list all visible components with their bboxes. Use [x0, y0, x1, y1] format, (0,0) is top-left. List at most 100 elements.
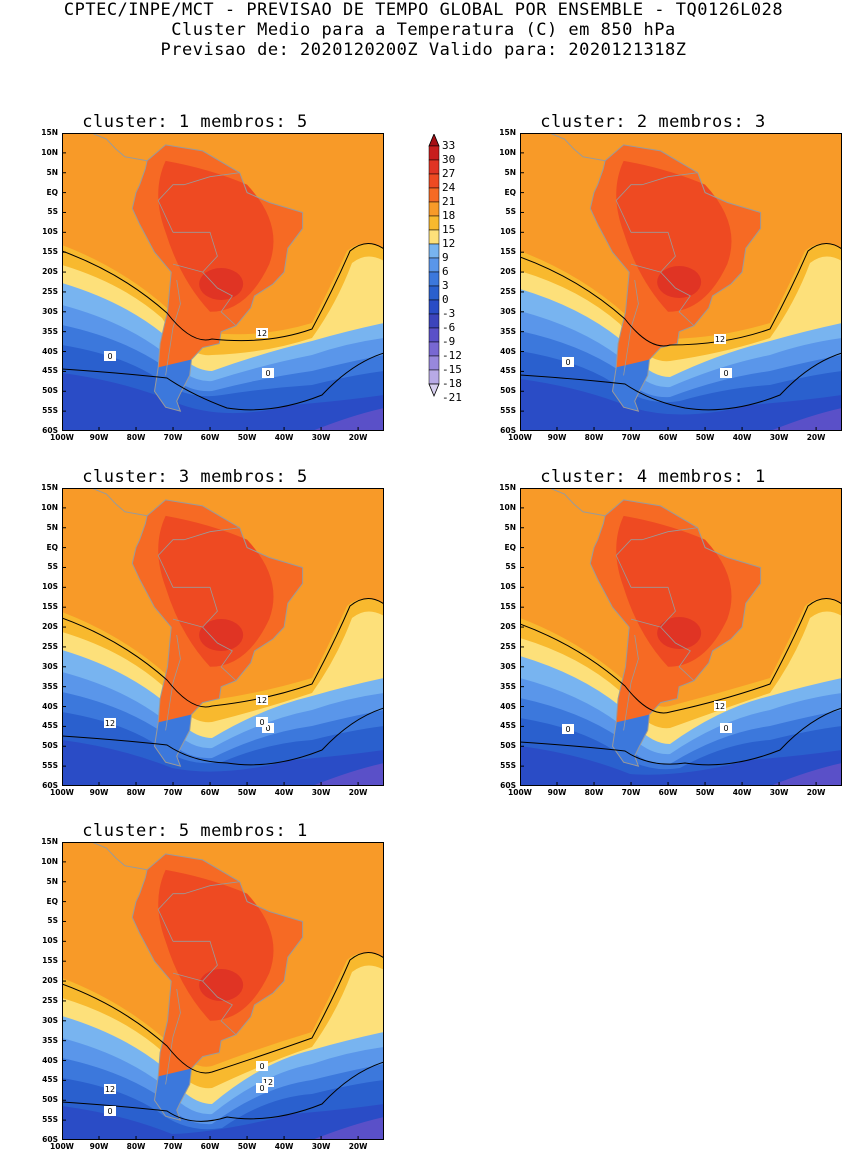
country-border: [165, 988, 181, 1085]
lat-tick-label: 10S: [500, 582, 516, 592]
lat-tick-label: 25S: [42, 286, 58, 296]
land-24-27: [158, 160, 274, 312]
lon-tick-label: 90W: [547, 788, 567, 797]
colorbar-level-label: -12: [442, 349, 462, 362]
lat-tick-label: 35S: [500, 681, 516, 691]
coastline-central-america: [84, 133, 148, 162]
field-minus3-0: [62, 1104, 384, 1140]
lat-tick-label: 45S: [42, 721, 58, 731]
field-minus3-0: [62, 373, 384, 431]
land-27-30: [199, 619, 244, 652]
coastline: [589, 144, 762, 412]
lat-tick-label: 5N: [46, 167, 59, 177]
lat-tick-label: 10S: [42, 582, 58, 592]
colorbar-bottom-arrow: [428, 383, 440, 398]
lon-tick-label: 90W: [89, 788, 109, 797]
country-border: [157, 881, 240, 942]
land-27-30: [657, 266, 702, 298]
map-panel-cluster-4: cluster: 4 membros: 1 15N 10N 5N EQ 5S 10S 15S 2…: [458, 467, 847, 807]
colorbar-swatch: [428, 159, 440, 175]
country-border: [165, 634, 181, 731]
svg-text:12: 12: [105, 719, 115, 728]
contour-label: 0: [262, 723, 274, 733]
lat-tick-label: 45S: [42, 1075, 58, 1085]
lat-tick-label: 35S: [42, 326, 58, 336]
lon-tick-label: 40W: [732, 433, 752, 442]
field-minus9: [770, 763, 842, 786]
svg-text:12: 12: [263, 1078, 273, 1087]
svg-text:0: 0: [565, 725, 570, 734]
lon-tick-label: 70W: [621, 788, 641, 797]
lat-tick-label: 10N: [41, 147, 58, 157]
colorbar-swatch: [428, 187, 440, 203]
colorbar-swatch: [428, 173, 440, 189]
lon-tick-label: 80W: [126, 1142, 146, 1151]
contour-label: 0: [720, 723, 732, 733]
colorbar-level-label: 33: [442, 139, 456, 152]
contour-0: [62, 352, 384, 411]
lon-tick-label: 80W: [126, 788, 146, 797]
lon-tick-label: 100W: [508, 788, 532, 797]
land-27-30: [199, 969, 244, 1002]
lon-tick-label: 70W: [163, 433, 183, 442]
lat-tick-label: 60S: [500, 426, 516, 435]
lat-tick-label: EQ: [46, 896, 59, 906]
lon-tick-label: 100W: [508, 433, 532, 442]
lat-tick-label: 5S: [505, 562, 516, 572]
country-border: [660, 271, 695, 326]
country-border: [202, 271, 237, 326]
lat-tick-label: 40S: [500, 346, 516, 356]
lon-tick-label: 30W: [311, 1142, 331, 1151]
panel-title: cluster: 2 membros: 3: [540, 112, 766, 132]
colorbar-swatch: [428, 229, 440, 245]
svg-text:12: 12: [257, 696, 267, 705]
contour-label: 0: [256, 1061, 268, 1071]
contour-label: 12: [256, 328, 268, 338]
contour-label: 0: [262, 368, 274, 378]
field-top: [520, 488, 842, 512]
lat-tick-label: 15N: [41, 483, 58, 492]
lon-tick-label: 20W: [348, 433, 368, 442]
lat-tick-label: 55S: [500, 406, 516, 416]
contour-label: 0: [562, 724, 574, 734]
colorbar-level-label: 3: [442, 279, 449, 292]
country-border: [172, 940, 218, 982]
lat-tick-label: 50S: [42, 741, 58, 751]
lat-tick-label: 60S: [500, 781, 516, 790]
land-patagonia: [154, 714, 192, 767]
lon-tick-label: 40W: [274, 433, 294, 442]
coastline-central-america: [84, 842, 148, 871]
lon-tick-label: 70W: [163, 1142, 183, 1151]
lat-tick-label: 55S: [42, 1115, 58, 1125]
lat-tick-label: EQ: [504, 542, 517, 552]
lat-tick-label: 5S: [47, 207, 58, 217]
lat-tick-label: 40S: [42, 346, 58, 356]
field-top: [62, 488, 384, 512]
lon-tick-label: 20W: [348, 1142, 368, 1151]
lon-tick-label: 80W: [584, 433, 604, 442]
lat-tick-label: 20S: [500, 267, 516, 277]
lat-tick-label: 5N: [504, 522, 517, 532]
lon-tick-label: 20W: [348, 788, 368, 797]
lat-tick-label: 25S: [42, 641, 58, 651]
lat-tick-label: 5S: [505, 207, 516, 217]
lat-tick-label: 25S: [500, 286, 516, 296]
lat-tick-label: 5S: [47, 916, 58, 926]
lat-tick-label: 25S: [500, 641, 516, 651]
country-border: [615, 172, 698, 233]
country-border: [630, 586, 676, 628]
colorbar-swatch: [428, 201, 440, 217]
svg-text:0: 0: [107, 352, 112, 361]
lat-tick-label: 15S: [42, 602, 58, 612]
contour-0: [62, 707, 384, 766]
country-border: [623, 279, 639, 376]
lon-tick-label: 100W: [50, 788, 74, 797]
field-minus9: [770, 408, 842, 431]
lat-tick-label: 15N: [499, 483, 516, 492]
lon-tick-label: 80W: [126, 433, 146, 442]
contour-label: 12: [262, 1077, 274, 1087]
coastline-central-america: [542, 133, 606, 162]
temperature-map: 12 12 0 0: [62, 488, 384, 786]
lat-tick-label: 30S: [42, 661, 58, 671]
colorbar-level-label: 6: [442, 265, 449, 278]
